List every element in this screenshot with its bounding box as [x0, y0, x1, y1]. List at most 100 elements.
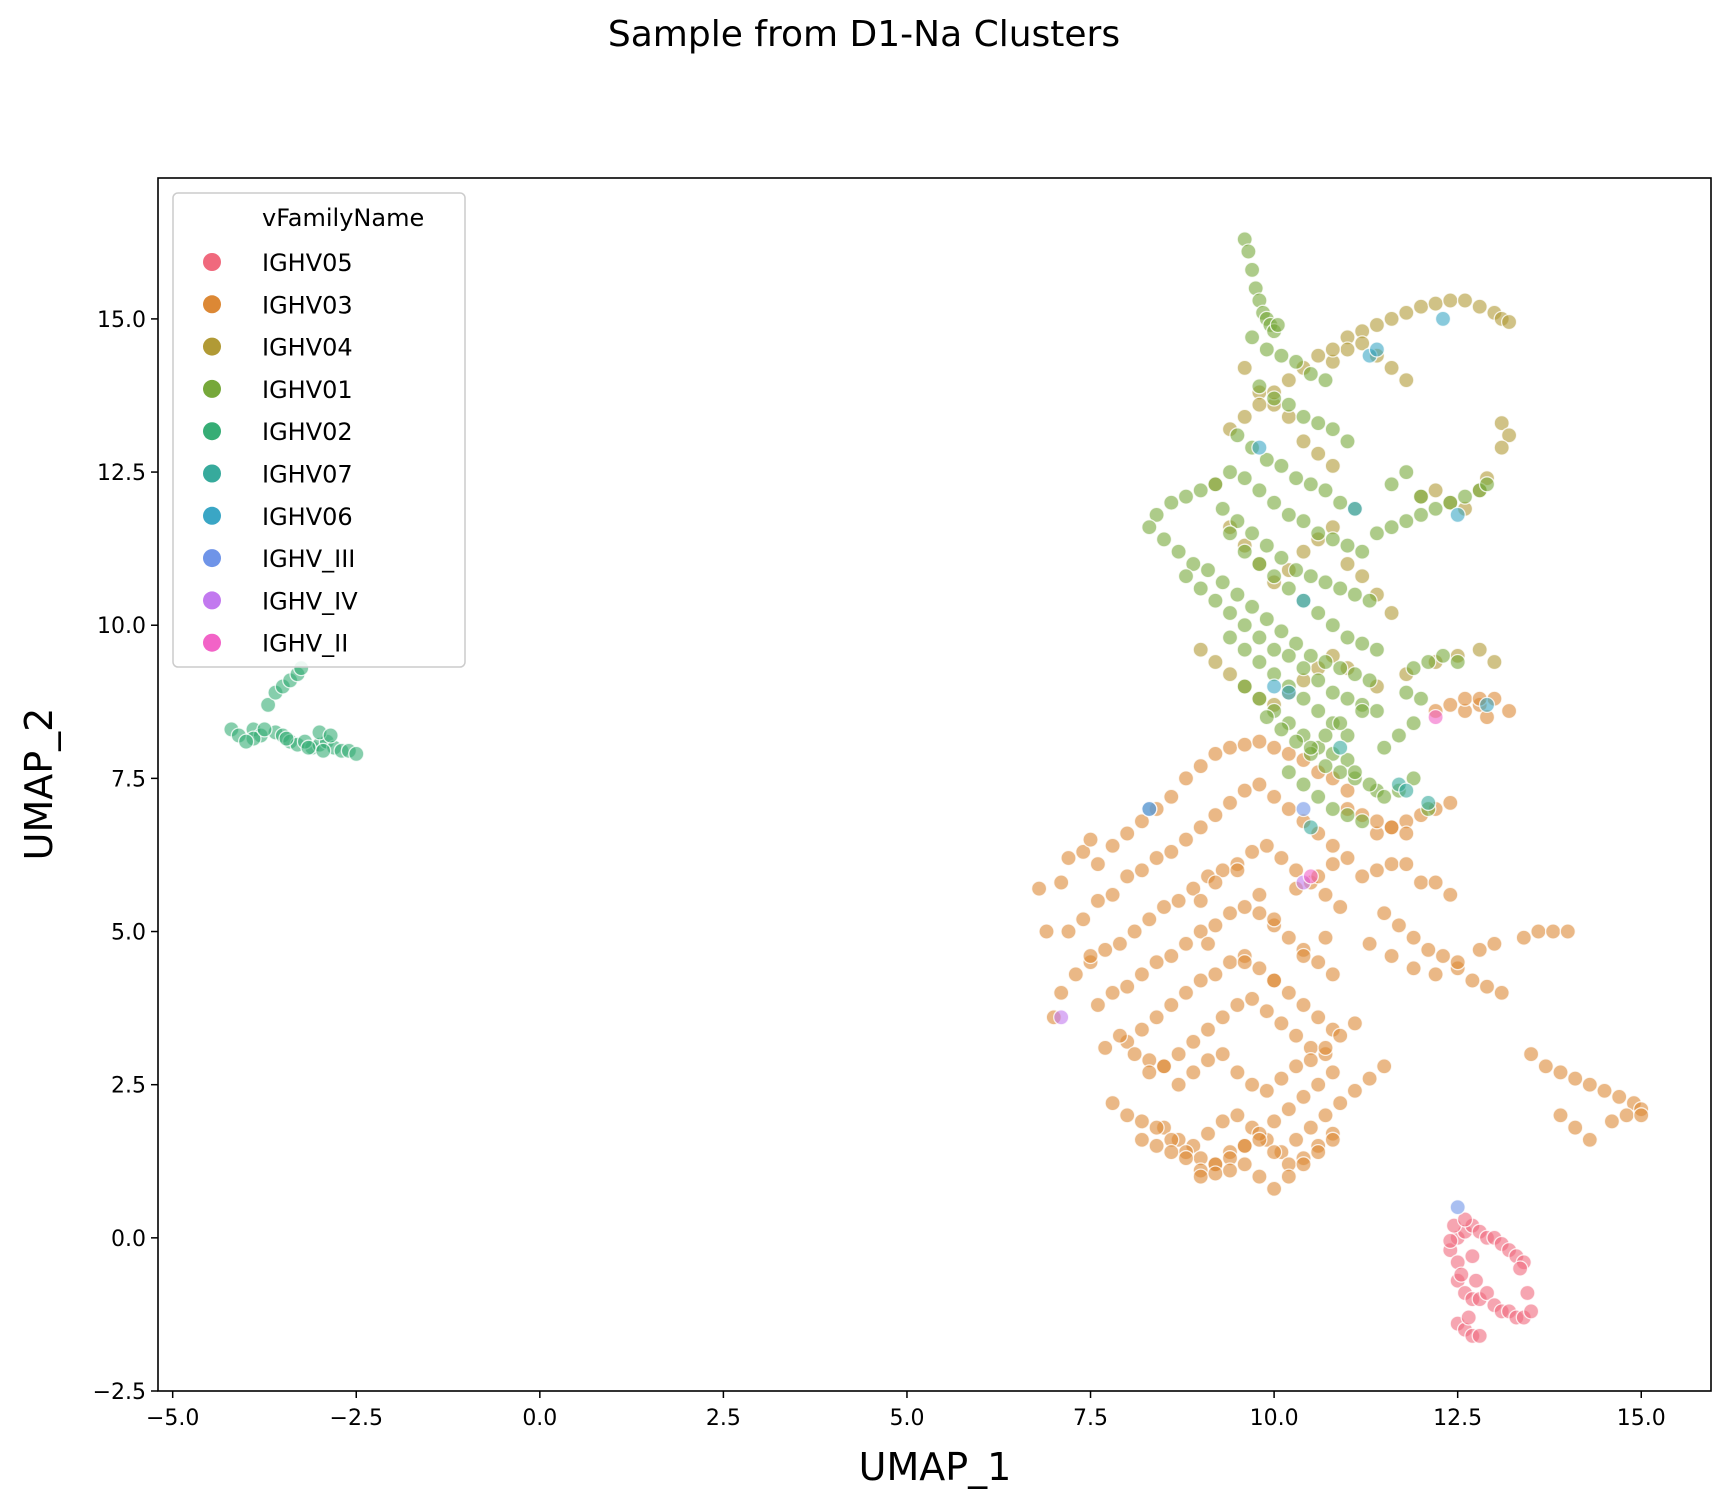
point-ighv04	[1354, 335, 1371, 352]
point-ighv01	[1354, 813, 1371, 830]
point-ighv01	[1346, 764, 1364, 781]
point-ighv01	[1302, 365, 1319, 383]
point-ighv01	[1317, 574, 1334, 591]
point-ighv01	[1368, 525, 1386, 542]
point-ighv03	[1376, 905, 1393, 922]
y-tick-label: 15.0	[97, 308, 146, 333]
point-ighv03	[1199, 1125, 1217, 1142]
point-ighv01	[1265, 494, 1283, 511]
point-ighv03	[1163, 788, 1180, 805]
legend-label: IGHV01	[262, 376, 353, 404]
figure-title: Sample from D1-Na Clusters	[607, 14, 1121, 55]
point-ighv01	[1148, 506, 1165, 524]
point-ighv01	[1412, 488, 1430, 505]
point-ighv03	[1082, 831, 1099, 848]
point-ighv01	[1398, 463, 1415, 481]
point-ighv01	[1376, 739, 1393, 756]
point-ighv01	[1240, 243, 1257, 260]
point-ighv01	[1287, 733, 1305, 750]
point-ighv03	[1390, 917, 1408, 934]
point-ighv01	[1177, 488, 1195, 505]
point-ighv04	[1236, 359, 1253, 377]
point-ighv04	[1383, 310, 1400, 328]
point-ighv03	[1133, 1113, 1151, 1130]
point-ighv03	[1324, 837, 1341, 854]
points-layer	[223, 231, 1650, 1345]
point-ighv06	[1478, 696, 1496, 714]
point-ighv01	[1339, 433, 1356, 450]
point-ighv01	[1199, 561, 1217, 579]
point-ighv03	[1236, 1156, 1253, 1173]
point-ighv03	[1552, 1107, 1569, 1124]
point-ighv01	[1434, 647, 1452, 664]
point-ighv03	[1273, 849, 1290, 867]
point-ighv-iii	[1295, 800, 1312, 818]
point-ighv03	[1287, 862, 1305, 879]
point-ighv01	[1155, 531, 1173, 548]
point-ighv01	[1258, 451, 1275, 468]
point-ighv03	[1265, 1113, 1283, 1130]
legend: vFamilyName IGHV05IGHV03IGHV04IGHV01IGHV…	[172, 192, 466, 668]
point-ighv01	[1287, 561, 1305, 579]
point-ighv03	[1097, 941, 1114, 959]
x-tick-label: 0.0	[522, 1406, 557, 1431]
point-ighv01	[1442, 494, 1459, 511]
point-ighv03	[1361, 1070, 1378, 1087]
point-ighv03	[1317, 929, 1334, 946]
point-ighv03	[1177, 935, 1195, 952]
point-ighv03	[1295, 1088, 1312, 1106]
point-ighv03	[1148, 849, 1165, 867]
point-ighv04	[1486, 653, 1503, 671]
point-ighv01	[1221, 525, 1239, 542]
point-ighv03	[1258, 837, 1275, 854]
point-ighv03	[1185, 880, 1202, 897]
point-ighv03	[1163, 843, 1180, 861]
point-ighv01	[1170, 543, 1187, 560]
point-ighv03	[1530, 923, 1547, 940]
point-ighv01	[1346, 666, 1364, 683]
point-ighv01	[1251, 690, 1268, 707]
point-ighv03	[1515, 929, 1532, 946]
point-ighv01	[1273, 549, 1290, 566]
point-ighv01	[1332, 494, 1349, 511]
point-ighv03	[1038, 923, 1055, 940]
point-ighv01	[1339, 727, 1356, 744]
point-ighv04	[1398, 304, 1415, 321]
point-ighv01	[1317, 757, 1334, 775]
x-tick-label: 5.0	[889, 1406, 924, 1431]
point-ighv03	[1287, 1027, 1305, 1044]
point-ighv01	[1310, 672, 1327, 689]
point-ighv03	[1332, 898, 1349, 916]
y-tick-label: 0.0	[111, 1227, 146, 1252]
point-ighv03	[1405, 929, 1422, 946]
point-ighv03	[1346, 1082, 1364, 1099]
point-ighv03	[1559, 923, 1576, 940]
point-ighv01	[1317, 372, 1334, 389]
point-ighv03	[1287, 1131, 1305, 1148]
point-ighv02	[256, 721, 273, 738]
point-ighv01	[1302, 647, 1319, 664]
y-tick-label: 7.5	[111, 767, 146, 792]
point-ighv01	[1287, 470, 1305, 487]
point-ighv03	[1199, 1052, 1217, 1069]
point-ighv03	[1265, 1143, 1283, 1161]
point-ighv01	[1243, 525, 1261, 542]
point-ighv03	[1324, 855, 1341, 873]
point-ighv03	[1449, 954, 1466, 971]
point-ighv03	[1141, 911, 1158, 928]
point-ighv01	[1287, 635, 1305, 652]
point-ighv03	[1126, 1045, 1143, 1063]
point-ighv03	[1383, 947, 1400, 965]
point-ighv01	[1398, 684, 1415, 701]
point-ighv01	[1236, 617, 1253, 634]
point-ighv03	[1170, 1076, 1187, 1093]
point-ighv02	[237, 733, 255, 750]
point-ighv03	[1398, 855, 1415, 873]
point-ighv03	[1346, 1015, 1364, 1032]
point-ighv03	[1119, 868, 1136, 885]
point-ighv01	[1478, 476, 1496, 493]
point-ighv03	[1522, 1045, 1540, 1063]
point-ighv-iii	[1141, 800, 1158, 818]
point-ighv03	[1310, 954, 1327, 971]
point-ighv01	[1346, 586, 1364, 603]
